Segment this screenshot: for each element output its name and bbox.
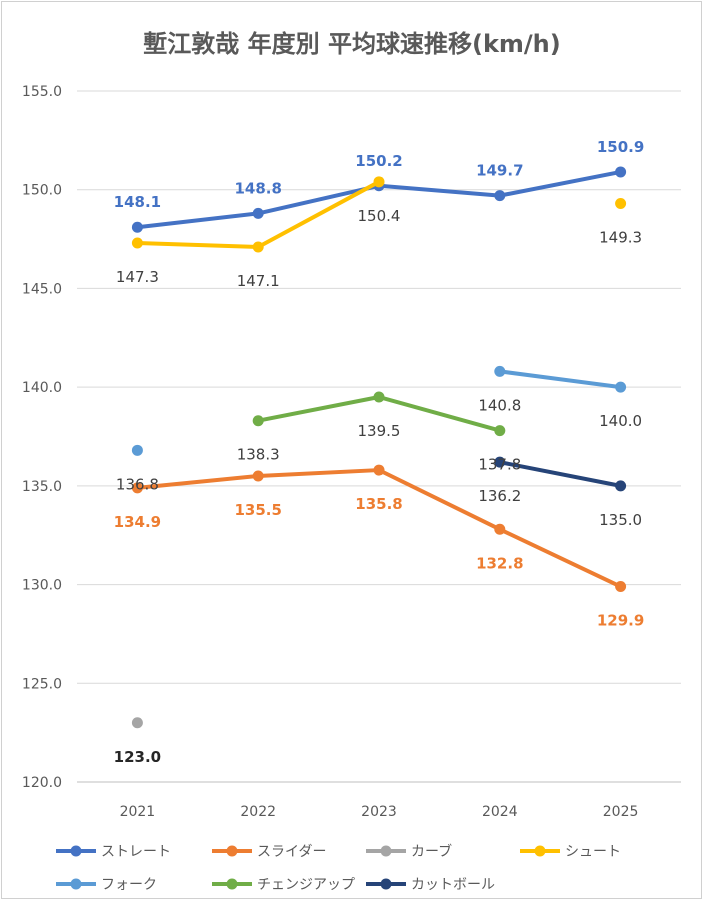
series-line bbox=[135, 468, 623, 589]
data-point bbox=[373, 464, 385, 476]
legend-label: カットボール bbox=[411, 877, 495, 893]
data-point bbox=[131, 717, 143, 729]
data-point bbox=[252, 470, 264, 482]
data-point bbox=[615, 166, 627, 178]
y-tick-label: 130.0 bbox=[22, 578, 62, 594]
data-label: 147.3 bbox=[116, 268, 159, 286]
series-カットボール bbox=[494, 456, 627, 492]
data-point bbox=[615, 381, 627, 393]
legend-marker bbox=[380, 845, 392, 857]
series-スライダー bbox=[131, 464, 627, 593]
series-line bbox=[497, 369, 623, 390]
series-フォーク bbox=[131, 365, 627, 456]
legend-label: スライダー bbox=[257, 844, 326, 860]
data-point bbox=[494, 523, 506, 535]
series-シュート bbox=[131, 176, 627, 253]
legend-item: フォーク bbox=[56, 877, 157, 893]
legend-marker bbox=[380, 878, 392, 890]
y-tick-label: 150.0 bbox=[22, 183, 62, 199]
legend-item: シュート bbox=[520, 844, 621, 860]
data-label: 138.3 bbox=[237, 446, 280, 464]
data-point bbox=[252, 415, 264, 427]
data-label: 139.5 bbox=[358, 422, 401, 440]
series-チェンジアップ bbox=[252, 391, 506, 437]
data-labels: 148.1 148.8 150.2 149.7 150.9 134.9 135.5 135.8… bbox=[114, 138, 645, 766]
data-label: 140.8 bbox=[478, 396, 521, 414]
data-label: 123.0 bbox=[114, 748, 161, 766]
data-point bbox=[131, 482, 143, 494]
data-label: 140.0 bbox=[599, 412, 642, 430]
data-point bbox=[131, 221, 143, 233]
data-label: 147.1 bbox=[237, 272, 280, 290]
y-tick-label: 120.0 bbox=[22, 775, 62, 791]
data-label: 129.9 bbox=[597, 612, 644, 630]
data-label: 148.8 bbox=[234, 179, 281, 197]
legend-item: ストレート bbox=[56, 844, 171, 860]
x-tick-label: 2024 bbox=[482, 804, 518, 820]
data-label: 137.8 bbox=[478, 456, 521, 474]
data-point bbox=[494, 425, 506, 437]
data-label: 149.7 bbox=[476, 162, 523, 180]
x-tick-label: 2021 bbox=[120, 804, 156, 820]
legend-label: シュート bbox=[565, 844, 621, 860]
data-label: 150.2 bbox=[355, 152, 402, 170]
legend-item: スライダー bbox=[212, 844, 326, 860]
legend-marker bbox=[70, 878, 82, 890]
y-tick-label: 135.0 bbox=[22, 479, 62, 495]
legend-marker bbox=[534, 845, 546, 857]
data-point bbox=[252, 241, 264, 253]
legend-label: ストレート bbox=[101, 844, 171, 860]
data-point bbox=[252, 207, 264, 219]
legend-item: チェンジアップ bbox=[212, 877, 355, 893]
data-label: 136.2 bbox=[478, 487, 521, 505]
legend-marker bbox=[226, 845, 238, 857]
legend-label: チェンジアップ bbox=[257, 877, 355, 893]
data-label: 150.9 bbox=[597, 138, 644, 156]
data-point bbox=[494, 365, 506, 377]
x-axis-ticks: 2021 2022 2023 2024 2025 bbox=[120, 804, 639, 820]
legend-label: フォーク bbox=[101, 877, 157, 893]
y-tick-label: 155.0 bbox=[22, 84, 62, 100]
data-label: 134.9 bbox=[114, 513, 161, 531]
y-tick-label: 140.0 bbox=[22, 380, 62, 396]
y-tick-label: 145.0 bbox=[22, 281, 62, 297]
legend-label: カーブ bbox=[411, 843, 452, 860]
series-lines bbox=[131, 166, 627, 729]
series-line bbox=[497, 460, 623, 488]
data-point bbox=[615, 480, 627, 492]
x-tick-label: 2023 bbox=[361, 804, 397, 820]
data-point bbox=[131, 237, 143, 249]
x-tick-label: 2025 bbox=[603, 804, 639, 820]
data-point bbox=[494, 456, 506, 468]
data-point bbox=[494, 190, 506, 202]
y-axis-ticks: 155.0 150.0 145.0 140.0 135.0 130.0 125.0 120.0 bbox=[22, 84, 62, 791]
data-label: 135.0 bbox=[599, 511, 642, 529]
y-tick-label: 125.0 bbox=[22, 676, 62, 692]
chart-title: 塹江敦哉 年度別 平均球速推移(km/h) bbox=[143, 30, 560, 58]
data-point bbox=[615, 581, 627, 593]
data-label: 135.5 bbox=[234, 501, 281, 519]
legend-item: カーブ bbox=[366, 843, 452, 860]
data-label: 136.8 bbox=[116, 475, 159, 493]
data-label: 132.8 bbox=[476, 554, 523, 572]
data-label: 135.8 bbox=[355, 495, 402, 513]
legend-marker bbox=[70, 845, 82, 857]
data-point bbox=[615, 198, 627, 210]
data-label: 149.3 bbox=[599, 229, 642, 247]
legend-item: カットボール bbox=[366, 877, 495, 893]
x-tick-label: 2022 bbox=[240, 804, 276, 820]
data-point bbox=[131, 444, 143, 456]
data-point bbox=[373, 391, 385, 403]
data-point bbox=[373, 176, 385, 188]
data-label: 148.1 bbox=[114, 193, 161, 211]
data-label: 150.4 bbox=[358, 207, 401, 225]
legend-marker bbox=[226, 878, 238, 890]
series-カーブ bbox=[131, 717, 143, 729]
